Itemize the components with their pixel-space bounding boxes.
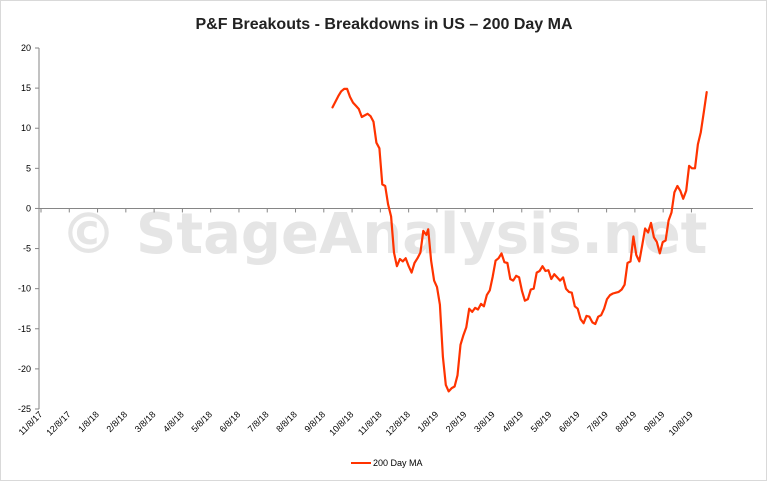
y-tick-label: -10 [18, 284, 31, 294]
x-tick-label: 10/8/19 [667, 409, 695, 437]
chart-title: P&F Breakouts - Breakdowns in US – 200 D… [196, 16, 573, 33]
y-tick-label: -5 [23, 244, 31, 254]
legend-label: 200 Day MA [373, 458, 423, 468]
x-tick-label: 9/8/18 [302, 409, 327, 434]
y-tick-label: -20 [18, 364, 31, 374]
x-tick-label: 7/8/18 [246, 409, 271, 434]
x-tick-label: 1/8/18 [76, 409, 101, 434]
legend: 200 Day MA [351, 458, 423, 468]
x-tick-label: 5/8/19 [529, 409, 554, 434]
x-tick-label: 1/8/19 [416, 409, 441, 434]
y-tick-label: 5 [26, 163, 31, 173]
x-tick-label: 12/8/17 [44, 409, 72, 437]
x-tick-label: 6/8/19 [557, 409, 582, 434]
series-line-200-day-ma [331, 87, 708, 393]
x-tick-label: 6/8/18 [218, 409, 243, 434]
watermark-text: © StageAnalysis.net [61, 202, 708, 267]
x-tick-label: 8/8/19 [614, 409, 639, 434]
y-axis: 20 15 10 5 0 -5 -10 -15 -20 -25 [18, 43, 40, 414]
x-tick-label: 4/8/19 [500, 409, 525, 434]
x-tick-label: 12/8/18 [384, 409, 412, 437]
x-tick-label: 2/8/19 [444, 409, 469, 434]
x-tick-label: 9/8/19 [642, 409, 667, 434]
y-tick-label: 10 [21, 123, 31, 133]
y-tick-label: -25 [18, 404, 31, 414]
y-tick-label: 0 [26, 203, 31, 213]
x-tick-label: 4/8/18 [161, 409, 186, 434]
x-tick-label: 5/8/18 [189, 409, 214, 434]
x-tick-label: 11/8/18 [356, 409, 384, 437]
y-tick-label: -15 [18, 324, 31, 334]
y-tick-label: 15 [21, 83, 31, 93]
series-layer [331, 87, 708, 393]
x-tick-label: 2/8/18 [104, 409, 129, 434]
x-tick-label: 3/8/19 [472, 409, 497, 434]
x-tick-label: 7/8/19 [585, 409, 610, 434]
x-tick-label: 8/8/18 [274, 409, 299, 434]
y-tick-label: 20 [21, 43, 31, 53]
x-tick-label: 3/8/18 [133, 409, 158, 434]
x-tick-label: 10/8/18 [327, 409, 355, 437]
